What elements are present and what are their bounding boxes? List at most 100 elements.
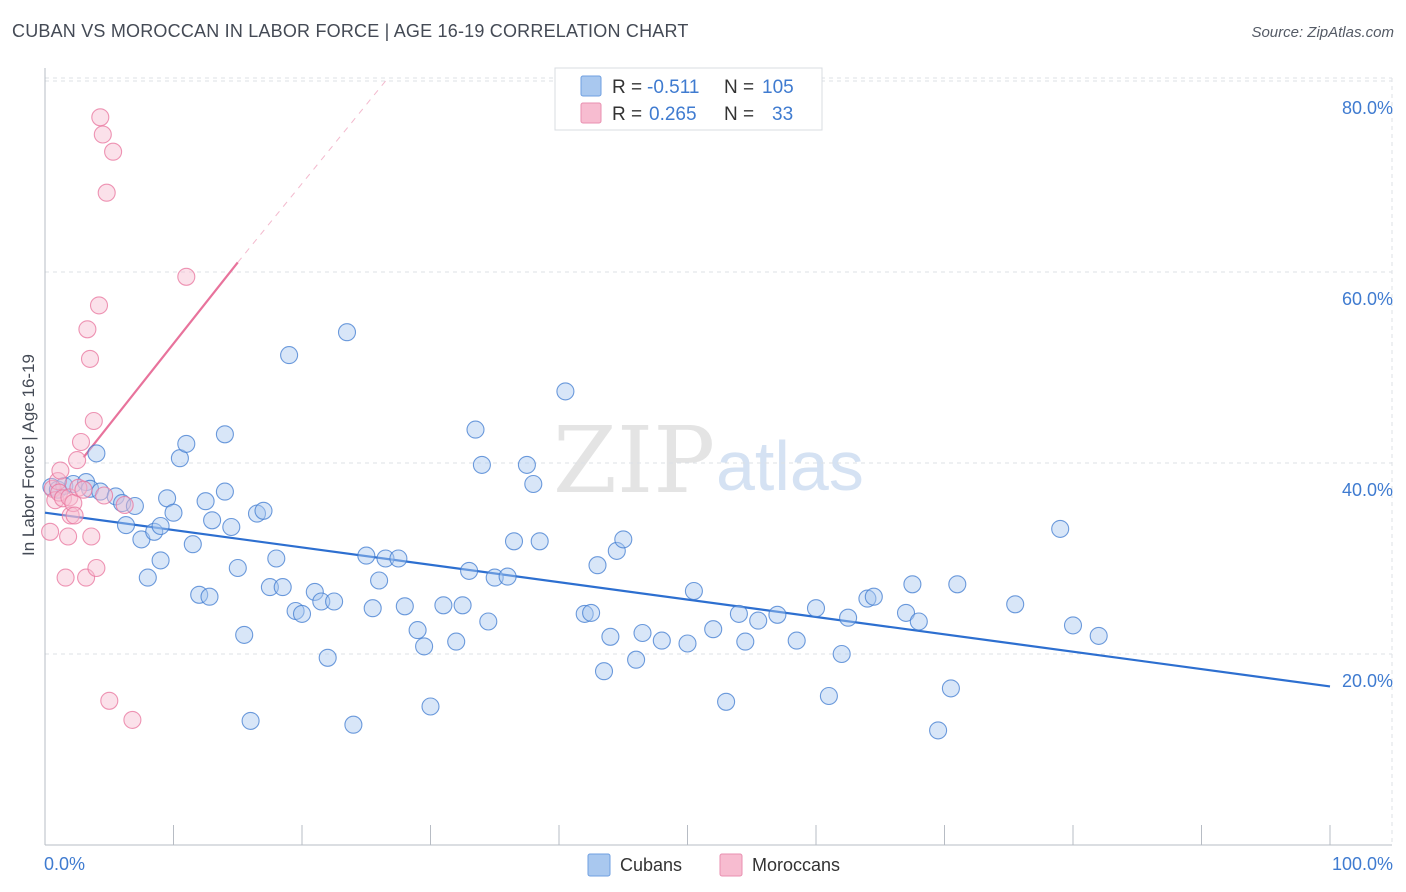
point-cubans [196,492,215,511]
point-cubans [228,558,247,578]
point-cubans [903,575,922,594]
bottom-legend-label-moroccans: Moroccans [752,855,840,875]
y-tick-label: 80.0% [1342,98,1393,118]
point-cubans [370,571,389,590]
point-moroccans [115,495,134,515]
trend-extension-moroccans [237,80,386,263]
bottom-legend-label-cubans: Cubans [620,855,682,875]
point-cubans [312,592,331,611]
point-moroccans [95,486,114,505]
point-cubans [453,596,472,615]
point-cubans [517,455,536,474]
point-cubans [215,425,234,444]
point-cubans [447,632,466,651]
x-tick-label-max: 100.0% [1332,854,1393,874]
legend-n-label-moroccans: N = [724,104,754,125]
point-cubans [736,632,755,651]
bottom-legend-swatch-moroccans [719,853,743,877]
point-moroccans [97,183,116,202]
point-cubans [909,612,928,631]
point-cubans [594,662,614,681]
point-cubans [556,382,575,401]
point-cubans [479,612,498,631]
point-cubans [864,587,883,606]
point-moroccans [78,320,97,339]
legend-n-value-moroccans: 33 [772,104,793,125]
y-axis-label: In Labor Force | Age 16-19 [19,354,38,556]
point-moroccans [84,411,103,431]
point-cubans [138,568,157,587]
point-cubans [151,516,170,536]
legend-swatch-cubans [580,75,602,97]
point-cubans [575,604,594,623]
point-cubans [582,603,601,622]
point-cubans [125,496,144,516]
point-moroccans [56,568,75,587]
point-moroccans [123,710,142,729]
chart-title: CUBAN VS MOROCCAN IN LABOR FORCE | AGE 1… [12,21,689,41]
point-cubans [363,599,382,618]
point-cubans [151,551,170,570]
point-moroccans [59,527,78,546]
point-cubans [376,549,395,568]
point-cubans [318,648,337,667]
point-cubans [896,603,916,622]
legend-swatch-moroccans [580,102,602,124]
point-cubans [839,608,858,627]
point-cubans [260,578,279,597]
watermark-atlas: atlas [716,427,864,505]
point-cubans [415,637,434,656]
point-cubans [601,627,620,646]
point-cubans [1089,626,1108,645]
axes: 20.0% 40.0% 60.0% 80.0% 0.0% 100.0% [44,68,1393,874]
y-tick-label: 20.0% [1342,671,1393,691]
point-cubans [652,631,671,650]
watermark: ZIP atlas [553,407,864,514]
watermark-zip: ZIP [553,407,715,514]
point-cubans [203,511,222,530]
point-cubans [717,692,736,711]
point-cubans [1063,616,1083,635]
point-cubans [325,592,344,611]
legend-r-label-moroccans: R = [612,104,642,125]
point-moroccans [74,480,93,499]
point-cubans [215,482,234,501]
point-cubans [421,697,440,716]
legend-r-value-cubans: -0.511 [647,77,699,98]
y-tick-label: 60.0% [1342,289,1393,309]
point-moroccans [104,142,123,161]
point-moroccans [93,125,112,144]
point-cubans [344,715,363,734]
point-cubans [749,611,768,630]
point-cubans [241,711,260,730]
point-cubans [1006,595,1025,614]
point-cubans [183,535,202,554]
point-cubans [434,596,453,615]
point-cubans [941,679,960,698]
point-moroccans [65,506,84,525]
point-cubans [1051,519,1070,538]
point-cubans [408,621,427,640]
point-cubans [768,605,787,624]
point-moroccans [80,349,100,368]
data-points [41,108,1108,740]
point-cubans [858,589,877,608]
legend-n-label-cubans: N = [724,77,754,98]
point-cubans [200,587,219,606]
point-cubans [524,474,543,494]
point-moroccans [100,691,119,710]
trend-line-moroccans [82,261,239,458]
point-cubans [678,634,697,653]
bottom-legend: Cubans Moroccans [587,853,840,877]
point-cubans [819,686,838,706]
point-moroccans [51,461,70,480]
point-cubans [607,541,626,560]
trend-lines [44,80,1331,688]
point-cubans [87,444,106,463]
x-tick-label-min: 0.0% [44,854,85,874]
point-moroccans [48,472,67,491]
point-cubans [948,575,967,594]
legend: R = -0.511 N = 105 R = 0.265 N = 33 [554,67,823,131]
trend-line-cubans [44,511,1331,688]
point-cubans [177,434,196,453]
